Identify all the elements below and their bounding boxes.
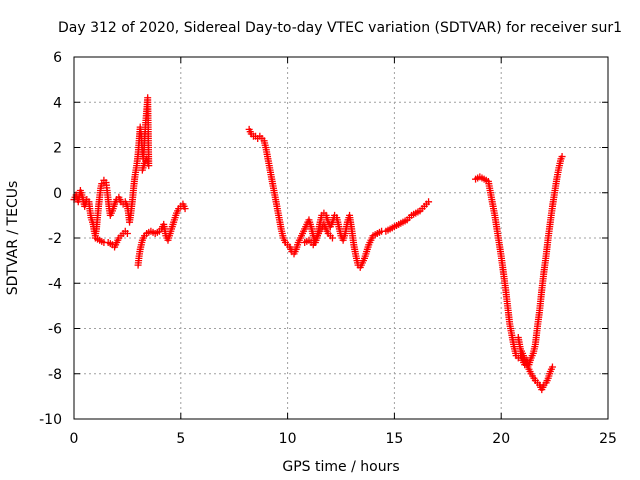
data-point <box>123 229 131 237</box>
series-3 <box>134 200 189 269</box>
x-tick-labels: 0 5 10 15 20 25 <box>70 431 617 447</box>
x-tick-label: 10 <box>279 431 297 447</box>
data-point <box>558 153 566 161</box>
plot-frame <box>73 56 609 420</box>
data-point <box>548 363 556 371</box>
y-tick-labels: -10 -8 -6 -4 -2 0 2 4 6 <box>39 50 62 428</box>
x-tick-label: 5 <box>176 431 185 447</box>
series-1 <box>70 94 153 240</box>
data-point <box>425 198 433 206</box>
chart-title: Day 312 of 2020, Sidereal Day-to-day VTE… <box>58 20 622 36</box>
data-point <box>181 205 189 213</box>
x-axis-label: GPS time / hours <box>282 459 399 475</box>
y-tick-label: -4 <box>48 276 62 292</box>
y-tick-label: 2 <box>53 141 62 157</box>
x-tick-label: 20 <box>492 431 510 447</box>
series-5 <box>301 220 336 249</box>
y-tick-label: 0 <box>53 186 62 202</box>
series-4 <box>245 125 433 271</box>
y-tick-label: 6 <box>53 50 62 66</box>
y-tick-label: -8 <box>48 367 62 383</box>
x-tick-label: 0 <box>70 431 79 447</box>
data-point <box>328 234 336 242</box>
y-tick-label: -10 <box>39 412 62 428</box>
y-axis-label: SDTVAR / TECUs <box>5 181 21 296</box>
y-tick-label: -6 <box>48 322 62 338</box>
series-2 <box>91 227 131 251</box>
data-point <box>138 166 146 174</box>
y-tick-label: 4 <box>53 95 62 111</box>
series-7 <box>514 334 556 394</box>
x-tick-label: 15 <box>385 431 403 447</box>
data-series <box>70 94 566 394</box>
x-tick-label: 25 <box>599 431 617 447</box>
y-tick-label: -2 <box>48 231 62 247</box>
